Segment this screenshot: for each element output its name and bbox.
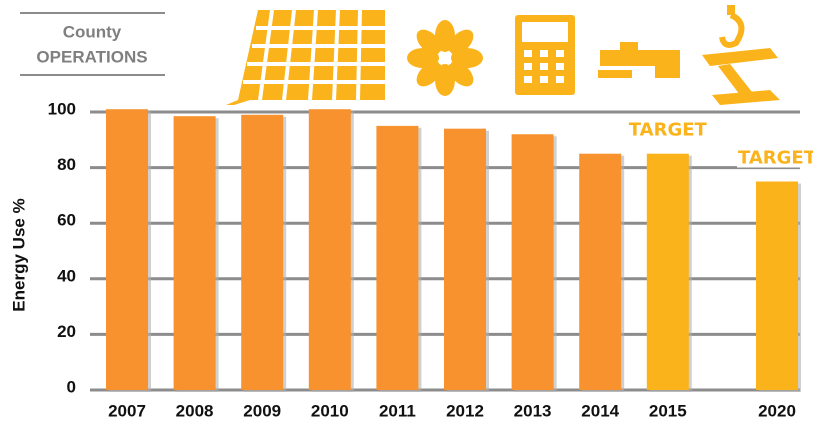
x-tick-label: 2015 — [649, 401, 687, 420]
bar — [511, 134, 554, 390]
bar — [376, 125, 419, 391]
y-tick-label: 80 — [57, 155, 76, 174]
x-tick-label: 2013 — [514, 401, 552, 420]
y-tick-label: 0 — [67, 377, 76, 396]
annotation-bg — [737, 147, 813, 168]
bar — [646, 153, 689, 390]
meter-icon — [515, 15, 575, 95]
x-tick-label: 2014 — [581, 401, 619, 420]
bar — [241, 114, 284, 390]
icons — [226, 5, 780, 105]
crane-icon — [702, 5, 780, 105]
solar-panel-icon — [226, 9, 385, 105]
annotation: TARGET — [629, 120, 708, 141]
x-tick-label: 2020 — [758, 401, 796, 420]
x-tick-label: 2012 — [446, 401, 484, 420]
chart-title: OPERATIONS — [36, 47, 147, 66]
bar — [579, 153, 622, 390]
y-tick-label: 100 — [48, 99, 76, 118]
x-tick-label: 2008 — [176, 401, 214, 420]
chart-title: County — [63, 22, 122, 41]
y-tick-label: 60 — [57, 211, 76, 230]
x-tick-label: 2007 — [108, 401, 146, 420]
bar — [444, 128, 486, 390]
bar — [308, 109, 351, 390]
annotation: TARGET — [738, 148, 813, 169]
y-tick-label: 20 — [57, 322, 76, 341]
x-tick-label: 2011 — [379, 401, 416, 420]
bar — [173, 116, 216, 391]
bar — [756, 181, 798, 390]
faucet-icon — [598, 42, 680, 78]
bar — [106, 109, 148, 390]
fan-icon — [407, 20, 483, 96]
annotation-bg — [627, 119, 708, 140]
x-tick-label: 2009 — [243, 401, 281, 420]
x-tick-label: 2010 — [311, 401, 349, 420]
y-axis-label: Energy Use % — [9, 198, 28, 311]
y-tick-label: 40 — [57, 266, 76, 285]
